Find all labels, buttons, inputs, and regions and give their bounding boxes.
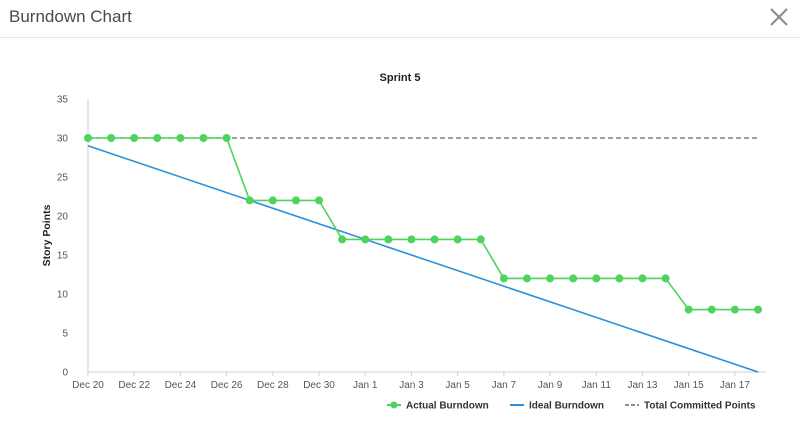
actual-burndown-point [153,134,162,142]
x-tick-label: Jan 9 [538,380,563,391]
actual-burndown-point [361,235,370,244]
y-tick-label: 25 [57,173,69,184]
actual-burndown-point [592,274,601,283]
actual-burndown-point [84,134,92,142]
actual-burndown-point [569,274,578,283]
chart-title: Sprint 5 [380,72,421,84]
dialog-title: Burndown Chart [9,7,132,26]
x-tick-label: Jan 11 [582,380,612,391]
actual-burndown-line [88,137,758,311]
x-tick-label: Dec 26 [211,380,243,391]
legend-label: Ideal Burndown [529,401,604,412]
actual-burndown-point [476,235,485,244]
y-axis-label: Story Points [41,204,53,266]
x-tick-label: Jan 3 [399,380,424,391]
actual-burndown-point [430,235,439,244]
y-tick-label: 10 [57,290,69,301]
legend-marker [390,401,398,409]
x-tick-label: Dec 24 [165,380,197,391]
close-icon [770,8,788,26]
legend-label: Total Committed Points [644,401,756,412]
x-axis: Dec 20 Dec 22 Dec 24 Dec 26 Dec 28 Dec 30 Jan … [72,371,766,391]
actual-burndown-point [315,196,324,205]
actual-burndown-point [615,274,624,283]
y-axis: 0 5 10 15 20 25 30 35 [57,95,89,379]
x-tick-label: Jan 1 [353,380,378,391]
y-tick-label: 0 [62,368,68,379]
x-tick-label: Dec 30 [303,380,335,391]
actual-burndown-point [453,235,462,244]
actual-burndown-point [407,235,416,244]
actual-burndown-point [384,235,393,244]
y-tick-label: 5 [62,329,68,340]
actual-burndown-point [199,134,208,142]
ideal-burndown-line [87,145,759,373]
actual-burndown-point [730,305,739,314]
actual-burndown-point [222,134,231,142]
series-layer [84,134,762,373]
y-tick-label: 15 [57,251,69,262]
close-button[interactable] [764,2,794,32]
actual-burndown-point [499,274,508,283]
dialog-header: Burndown Chart [0,0,800,38]
x-tick-label: Dec 28 [257,380,289,391]
legend-item[interactable]: Actual Burndown [387,401,489,412]
x-tick-label: Jan 13 [627,380,657,391]
legend: Actual Burndown Ideal Burndown Total Commi… [387,401,756,412]
actual-burndown-point [684,305,693,314]
actual-burndown-point [245,196,254,205]
x-tick-label: Jan 17 [720,380,750,391]
y-tick-label: 20 [57,212,69,223]
x-tick-label: Jan 5 [445,380,470,391]
actual-burndown-point [291,196,300,205]
actual-burndown-point [546,274,555,283]
actual-burndown-point [522,274,531,283]
actual-burndown-point [754,305,762,314]
actual-burndown-point [707,305,716,314]
legend-label: Actual Burndown [406,401,489,412]
actual-burndown-point [130,134,139,142]
actual-burndown-point [176,134,185,142]
actual-burndown-point [107,134,116,142]
legend-item[interactable]: Ideal Burndown [510,401,604,412]
actual-burndown-point [338,235,347,244]
legend-item[interactable]: Total Committed Points [625,401,756,412]
chart-container: Sprint 5 Story Points 0 5 10 15 20 25 30 35 Dec… [0,38,800,428]
x-tick-label: Jan 15 [674,380,704,391]
actual-burndown-point [638,274,647,283]
actual-burndown-point [661,274,670,283]
x-tick-label: Jan 7 [492,380,517,391]
x-tick-label: Dec 22 [118,380,150,391]
y-tick-label: 30 [57,134,69,145]
y-tick-label: 35 [57,95,69,106]
x-tick-label: Dec 20 [72,380,104,391]
actual-burndown-point [268,196,277,205]
burndown-chart: Sprint 5 Story Points 0 5 10 15 20 25 30 35 Dec… [41,72,766,412]
